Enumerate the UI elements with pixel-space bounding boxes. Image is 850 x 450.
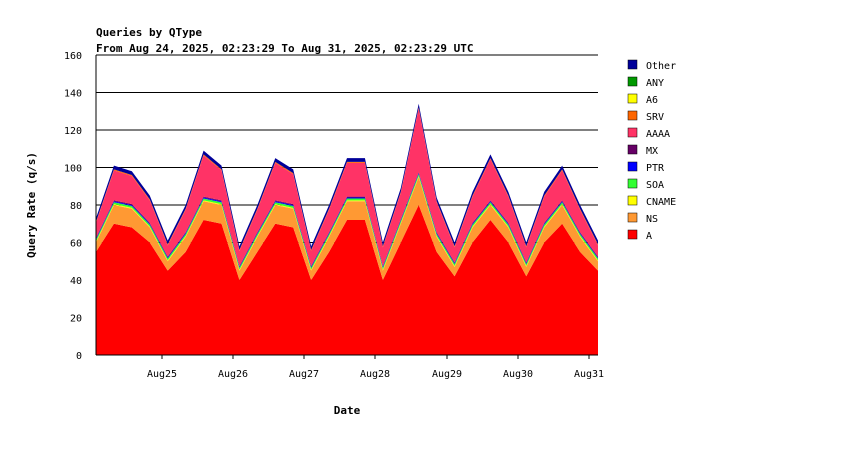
series-area-aaaa (96, 108, 598, 266)
legend-swatch-aaaa (627, 127, 638, 138)
y-tick-label: 160 (64, 51, 82, 62)
x-tick-label: Aug26 (218, 369, 248, 380)
legend-label-a6: A6 (646, 95, 658, 106)
legend-swatch-srv (627, 110, 638, 121)
legend-swatch-cname (627, 195, 638, 206)
y-tick-label: 60 (70, 239, 82, 250)
chart-subtitle: From Aug 24, 2025, 02:23:29 To Aug 31, 2… (96, 42, 474, 55)
series-area-ns (96, 176, 598, 280)
y-tick-label: 100 (64, 164, 82, 175)
legend-label-aaaa: AAAA (646, 129, 670, 140)
x-tick-label: Aug25 (147, 369, 177, 380)
y-tick-label: 20 (70, 314, 82, 325)
chart-title: Queries by QType (96, 26, 202, 39)
y-tick-label: 120 (64, 126, 82, 137)
legend-swatch-other (627, 59, 638, 70)
y-tick-label: 80 (70, 201, 82, 212)
legend-label-srv: SRV (646, 112, 664, 123)
y-tick-label: 40 (70, 276, 82, 287)
x-tick-label: Aug29 (432, 369, 462, 380)
legend-label-cname: CNAME (646, 197, 676, 208)
legend-swatch-a (627, 229, 638, 240)
y-axis-label: Query Rate (q/s) (25, 152, 38, 258)
legend-label-a: A (646, 231, 652, 242)
legend-label-soa: SOA (646, 180, 664, 191)
x-tick-labels: Aug25 Aug26 Aug27 Aug28 Aug29 Aug30 Aug31 (147, 355, 604, 380)
y-tick-label: 140 (64, 89, 82, 100)
x-tick-label: Aug28 (360, 369, 390, 380)
legend-swatch-mx (627, 144, 638, 155)
x-tick-label: Aug30 (503, 369, 533, 380)
y-tick-label: 0 (76, 351, 82, 362)
legend: Other ANY A6 SRV AAAA MX PTR SOA CNAME NS A (627, 59, 676, 242)
series-areas (96, 103, 598, 355)
legend-swatch-any (627, 76, 638, 87)
legend-swatch-ptr (627, 161, 638, 172)
series-area-a (96, 205, 598, 355)
legend-swatch-soa (627, 178, 638, 189)
legend-swatch-ns (627, 212, 638, 223)
x-axis-label: Date (334, 404, 361, 417)
x-tick-label: Aug27 (289, 369, 319, 380)
axes (95, 55, 598, 356)
y-tick-labels: 0 20 40 60 80 100 120 140 160 (64, 51, 82, 362)
legend-label-ptr: PTR (646, 163, 665, 174)
x-tick-label: Aug31 (574, 369, 604, 380)
legend-label-mx: MX (646, 146, 658, 157)
legend-label-ns: NS (646, 214, 658, 225)
legend-label-any: ANY (646, 78, 664, 89)
legend-label-other: Other (646, 61, 676, 72)
legend-swatch-a6 (627, 93, 638, 104)
